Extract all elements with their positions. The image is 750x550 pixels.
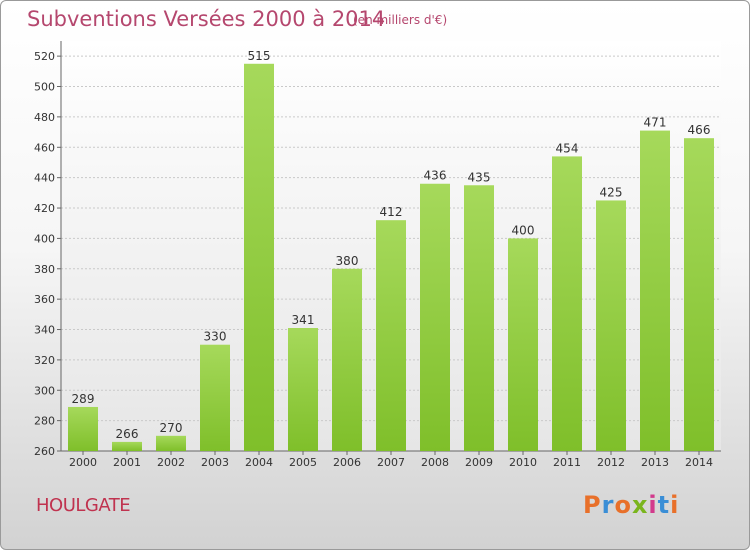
chart-title: Subventions Versées 2000 à 2014 — [27, 7, 386, 31]
data-label-2004: 515 — [248, 49, 271, 63]
data-label-2008: 436 — [424, 169, 447, 183]
location-label: HOULGATE — [36, 495, 131, 516]
data-label-2002: 270 — [160, 421, 183, 435]
bar-2006 — [332, 268, 362, 451]
y-tick-label: 520 — [34, 50, 55, 63]
y-tick-label: 300 — [34, 384, 55, 397]
bar-2008 — [420, 183, 450, 452]
y-tick-label: 500 — [34, 81, 55, 94]
y-tick-label: 440 — [34, 172, 55, 185]
x-tick-label: 2008 — [421, 456, 449, 469]
bar-2003 — [200, 344, 230, 451]
bar-2004 — [244, 63, 274, 452]
bar-2007 — [376, 220, 406, 451]
x-tick-label: 2011 — [553, 456, 581, 469]
x-tick-label: 2004 — [245, 456, 273, 469]
data-label-2001: 266 — [116, 427, 139, 441]
data-label-2000: 289 — [72, 392, 95, 406]
bar-2009 — [464, 185, 494, 451]
bar-2012 — [596, 200, 626, 451]
x-tick-label: 2002 — [157, 456, 185, 469]
x-tick-label: 2012 — [597, 456, 625, 469]
bar-2014 — [684, 138, 714, 451]
y-tick-label: 480 — [34, 111, 55, 124]
bar-2005 — [288, 328, 318, 451]
data-label-2013: 471 — [644, 116, 667, 130]
x-tick-label: 2001 — [113, 456, 141, 469]
x-tick-label: 2006 — [333, 456, 361, 469]
x-tick-label: 2005 — [289, 456, 317, 469]
x-tick-label: 2007 — [377, 456, 405, 469]
x-tick-label: 2000 — [69, 456, 97, 469]
y-tick-label: 420 — [34, 202, 55, 215]
x-tick-label: 2013 — [641, 456, 669, 469]
y-tick-label: 340 — [34, 324, 55, 337]
bar-2002 — [156, 435, 186, 451]
x-tick-label: 2014 — [685, 456, 713, 469]
data-label-2011: 454 — [556, 141, 579, 155]
data-label-2005: 341 — [292, 313, 315, 327]
data-label-2009: 435 — [468, 170, 491, 184]
y-tick-label: 320 — [34, 354, 55, 367]
data-label-2006: 380 — [336, 254, 359, 268]
bar-2011 — [552, 156, 582, 451]
bar-2010 — [508, 238, 538, 451]
bar-2000 — [68, 406, 98, 451]
proxiti-logo: Proxiti — [583, 491, 680, 519]
y-tick-label: 260 — [34, 445, 55, 458]
data-label-2010: 400 — [512, 223, 535, 237]
y-tick-label: 280 — [34, 415, 55, 428]
x-tick-label: 2010 — [509, 456, 537, 469]
data-label-2003: 330 — [204, 330, 227, 344]
data-label-2007: 412 — [380, 205, 403, 219]
x-tick-label: 2003 — [201, 456, 229, 469]
y-tick-label: 380 — [34, 263, 55, 276]
chart-subtitle: (en milliers d'€) — [353, 13, 448, 27]
y-tick-label: 400 — [34, 232, 55, 245]
bar-2013 — [640, 130, 670, 451]
y-tick-label: 460 — [34, 141, 55, 154]
data-label-2012: 425 — [600, 185, 623, 199]
bar-2001 — [112, 441, 142, 451]
data-label-2014: 466 — [688, 123, 711, 137]
x-tick-label: 2009 — [465, 456, 493, 469]
y-tick-label: 360 — [34, 293, 55, 306]
